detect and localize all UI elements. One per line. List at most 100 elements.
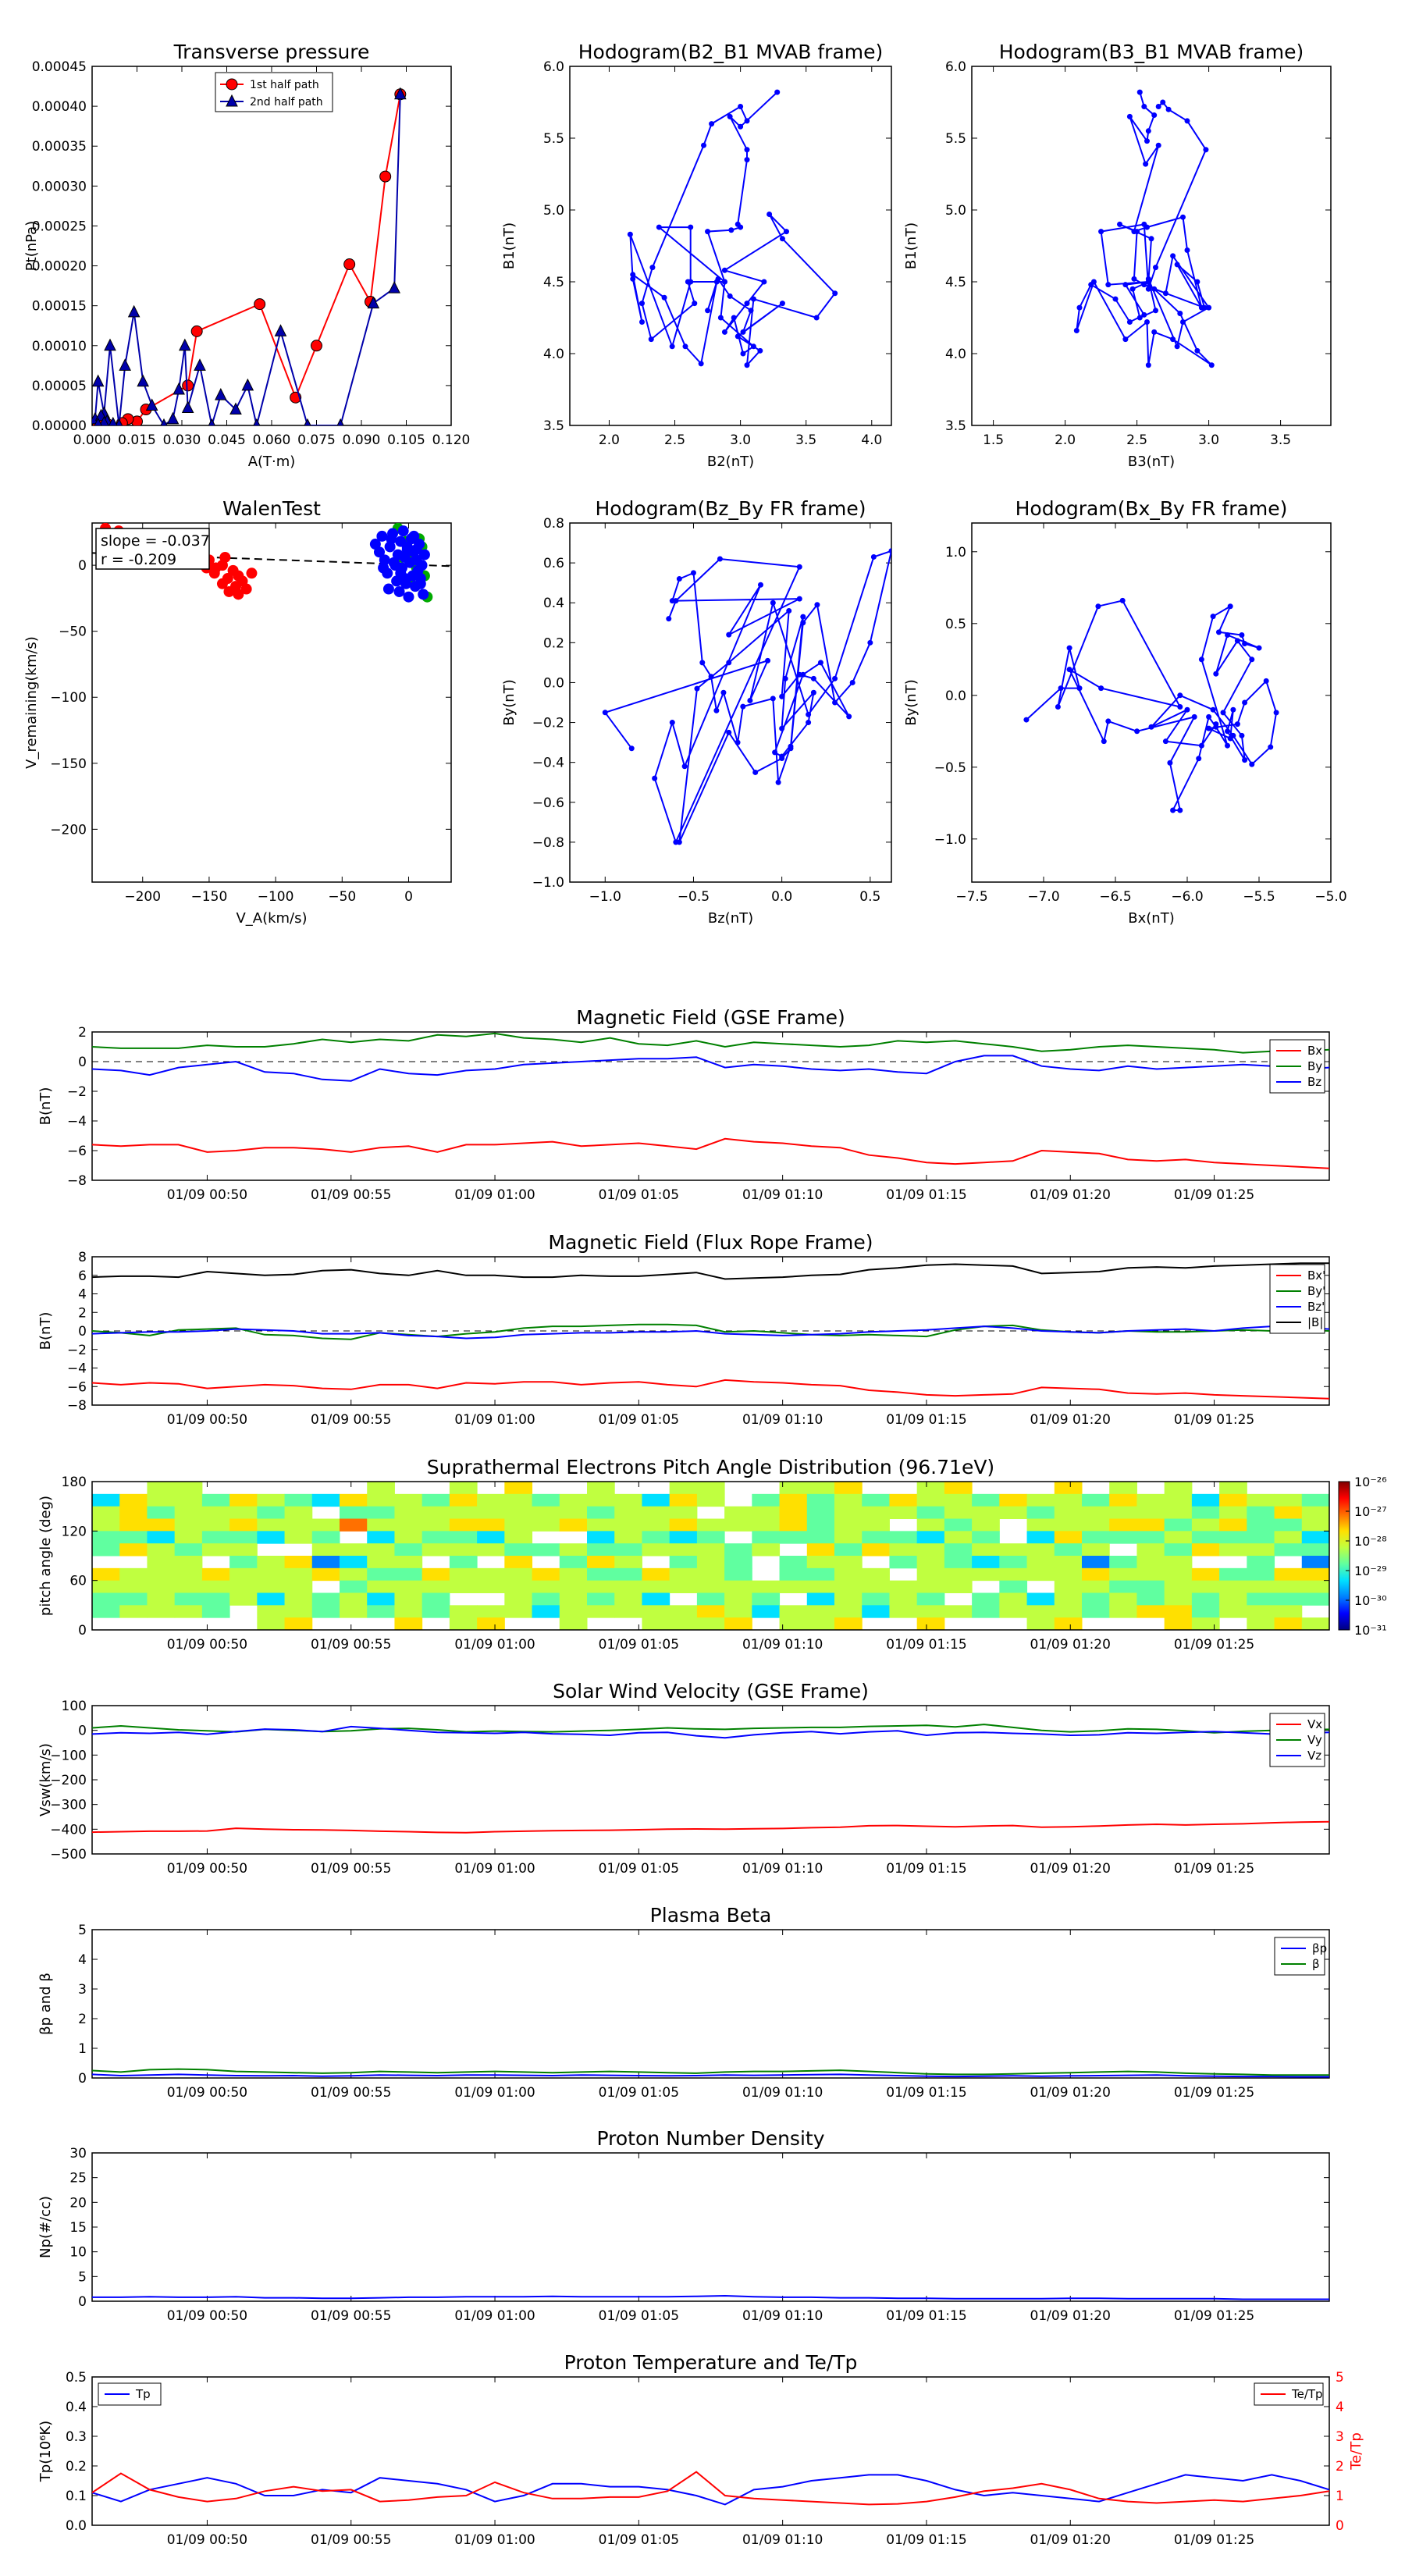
heatmap-cell [119, 1531, 148, 1544]
heatmap-cell [92, 1493, 120, 1507]
data-point [1098, 685, 1104, 692]
data-point [1230, 732, 1236, 738]
heatmap-cell [1109, 1605, 1137, 1618]
heatmap-cell [559, 1580, 588, 1593]
data-point [388, 281, 400, 294]
data-point [888, 548, 891, 554]
legend-label: Vx [1307, 1717, 1322, 1731]
data-point [1160, 99, 1166, 105]
heatmap-cell [1274, 1543, 1303, 1557]
heatmap-cell [669, 1605, 698, 1618]
series-line [92, 1724, 1329, 1734]
data-point [638, 301, 645, 307]
heatmap-cell [696, 1543, 725, 1557]
heatmap-cell [999, 1592, 1028, 1606]
y-tick-label: −2 [67, 1343, 87, 1358]
heatmap-cell [1247, 1543, 1275, 1557]
data-point [627, 231, 633, 237]
y-tick-label: 2 [78, 1305, 87, 1321]
y-tick-label: −2 [67, 1084, 87, 1100]
heatmap-cell [779, 1617, 808, 1630]
heatmap-cell [669, 1567, 698, 1582]
heatmap-cell [752, 1518, 781, 1532]
data-point [1101, 738, 1107, 745]
heatmap-cell [1109, 1567, 1137, 1582]
heatmap-cell [367, 1482, 395, 1495]
heatmap-cell [504, 1518, 533, 1532]
heatmap-cell [92, 1567, 120, 1582]
heatmap-cell [1301, 1518, 1329, 1532]
heatmap-cell [1164, 1605, 1193, 1618]
heatmap-cell [311, 1556, 340, 1569]
heatmap-cell [916, 1543, 945, 1557]
data-point [728, 227, 735, 233]
data-point [726, 660, 732, 666]
data-point [782, 675, 788, 681]
data-point [1119, 597, 1126, 603]
heatmap-cell [834, 1605, 863, 1618]
heatmap-cell [752, 1493, 781, 1507]
heatmap-cell [394, 1493, 423, 1507]
data-point [1151, 329, 1158, 335]
heatmap-cell [504, 1592, 533, 1606]
series-line [92, 1055, 1329, 1082]
y-tick-label-right: 0 [1336, 2518, 1344, 2534]
data-point [744, 362, 750, 368]
chart-hxy: Hodogram(Bx_By FR frame) −7.5 −7.0 −6.5 −6.0… [903, 497, 1347, 927]
data-point [1206, 304, 1212, 311]
colorbar-tick-label: 10⁻²⁸ [1354, 1534, 1387, 1549]
heatmap-cell [669, 1556, 698, 1569]
legend-label: Bz [1307, 1075, 1321, 1089]
heatmap-cell [1164, 1518, 1193, 1532]
y-axis-label: Tp(10⁶K) [37, 2421, 54, 2482]
x-tick-label: 0.120 [432, 432, 471, 448]
data-point [226, 94, 238, 107]
x-tick-label: 01/09 01:10 [742, 2085, 823, 2101]
heatmap-cell [944, 1506, 973, 1519]
data-point [715, 276, 721, 282]
heatmap-cell [834, 1617, 863, 1630]
heatmap-cell [340, 1592, 368, 1606]
chart-tp: Transverse pressure 0.000 0.015 0.030 0.045 0… [23, 41, 470, 470]
heatmap-cell [806, 1482, 835, 1495]
heatmap-cell [1026, 1493, 1055, 1507]
heatmap-cell [669, 1543, 698, 1557]
data-point [669, 343, 675, 350]
heatmap-cell [944, 1567, 973, 1582]
data-point [849, 679, 855, 685]
heatmap-cell [257, 1493, 286, 1507]
heatmap-cell [999, 1493, 1028, 1507]
heatmap-cell [834, 1493, 863, 1507]
x-axis-label: A(T·m) [248, 454, 296, 470]
heatmap-cell [806, 1543, 835, 1557]
plot-frame [91, 1929, 1330, 2079]
heatmap-cell [174, 1531, 203, 1544]
heatmap-cell [779, 1506, 808, 1519]
heatmap-cell [1136, 1605, 1165, 1618]
data-point [796, 596, 802, 602]
x-tick-label: 3.0 [1198, 432, 1219, 448]
data-point [1196, 756, 1202, 762]
heatmap-cell [559, 1617, 588, 1630]
data-point [1220, 710, 1226, 716]
y-tick-label: −150 [50, 756, 87, 772]
y-tick-label: 0.00025 [32, 219, 87, 234]
series-line [92, 2068, 1329, 2076]
heatmap-cell [834, 1567, 863, 1582]
series-line [94, 94, 401, 425]
heatmap-cell [806, 1580, 835, 1593]
heatmap-cell [1026, 1506, 1055, 1519]
data-point [1177, 692, 1183, 699]
series-line [92, 1820, 1329, 1834]
data-point [1249, 656, 1255, 663]
x-tick-label: 01/09 01:20 [1030, 1861, 1111, 1877]
legend-label: 2nd half path [250, 96, 323, 109]
data-point [1162, 738, 1168, 745]
data-point [731, 315, 737, 321]
heatmap-cell [1164, 1567, 1193, 1582]
y-tick-label: −4 [67, 1114, 87, 1130]
heatmap-cell [614, 1506, 642, 1519]
y-axis-label: pitch angle (deg) [37, 1496, 54, 1616]
data-point [744, 118, 750, 124]
y-axis-label: B1(nT) [501, 222, 518, 269]
